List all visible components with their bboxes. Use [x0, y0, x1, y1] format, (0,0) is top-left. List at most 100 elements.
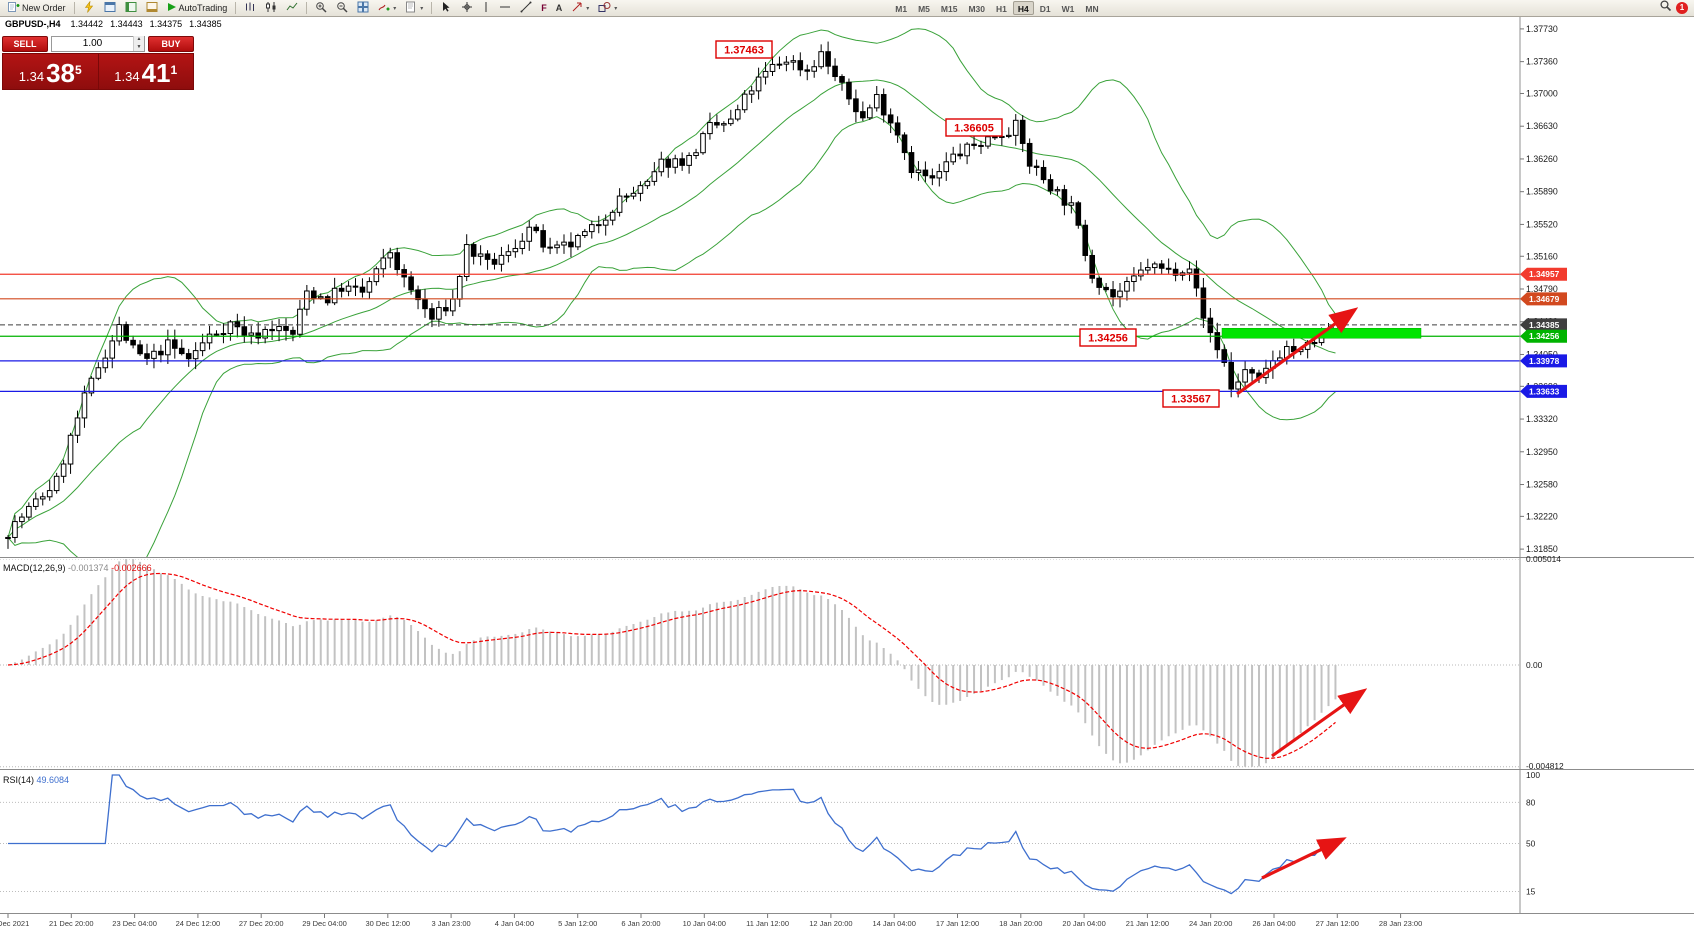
arrow-tool-button[interactable]: ▾ [567, 1, 593, 16]
candle-body [734, 109, 741, 120]
candle-body [158, 350, 164, 356]
candlestick-chart-button[interactable] [261, 1, 281, 16]
candle-body [102, 357, 109, 369]
buy-price-display[interactable]: 1.34 41 1 [97, 54, 194, 89]
rsi-indicator [0, 774, 1520, 895]
crosshair-tool-button[interactable] [457, 1, 477, 16]
price-axis-label: 1.35160 [1526, 251, 1558, 261]
candle-body [644, 180, 651, 187]
lightning-icon [83, 0, 95, 15]
tile-windows-button[interactable] [353, 1, 373, 16]
candle-body [616, 195, 623, 213]
toolbar-separator [235, 2, 237, 14]
fibonacci-tool-button[interactable]: F [537, 1, 551, 16]
candle-body [1033, 165, 1040, 168]
candle-body [220, 333, 227, 336]
line-chart-button[interactable] [282, 1, 302, 16]
price-callout-box[interactable] [1162, 389, 1220, 408]
new-order-button[interactable]: New Order [4, 1, 70, 16]
navigator-button[interactable] [121, 1, 141, 16]
symbol-period-label: GBPUSD-,H4 [5, 19, 61, 29]
candle-body [53, 475, 60, 492]
timeframe-d1[interactable]: D1 [1039, 4, 1051, 14]
time-axis-label: 28 Jan 23:00 [1379, 919, 1422, 928]
candle-body [1200, 287, 1207, 319]
candle-body [88, 377, 95, 394]
candle-body [561, 241, 567, 246]
trend-arrow-main[interactable] [1236, 307, 1359, 396]
candle-body [206, 333, 213, 344]
timeframe-group: M1 M5 M15 M30 H1 H4 D1 W1 MN [890, 1, 1103, 15]
price-axis-label: 1.32580 [1526, 480, 1558, 490]
toolbar-right-group: 1 [1659, 0, 1690, 17]
time-axis-label: 29 Dec 04:00 [302, 919, 347, 928]
search-icon[interactable] [1659, 0, 1672, 17]
toolbar-separator [306, 2, 308, 14]
shapes-tool-button[interactable]: ▾ [594, 1, 621, 16]
bar-chart-button[interactable] [240, 1, 260, 16]
price-label-text: 1.33978 [1529, 356, 1560, 366]
timeframe-h1[interactable]: H1 [996, 4, 1007, 14]
terminal-button[interactable] [142, 1, 162, 16]
candle-body [908, 152, 915, 174]
timeframe-mn[interactable]: MN [1085, 4, 1099, 14]
timeframe-h4[interactable]: H4 [1012, 1, 1034, 15]
new-order-label: New Order [22, 3, 66, 13]
candle-body [783, 61, 790, 65]
price-callout-box[interactable] [1079, 328, 1137, 347]
candle-body [1012, 119, 1019, 136]
vertical-line-icon [482, 1, 490, 15]
volume-value[interactable]: 1.00 [82, 38, 103, 49]
candle-body [867, 107, 873, 119]
candle-body [165, 339, 171, 356]
volume-up-button[interactable]: ▲ [134, 36, 144, 44]
tile-windows-icon [357, 1, 369, 15]
buy-price-prefix: 1.34 [114, 69, 140, 84]
candle-body [443, 307, 449, 312]
sell-button[interactable]: SELL [2, 35, 48, 52]
candle-body [380, 257, 387, 270]
time-axis-label: 24 Dec 12:00 [176, 919, 221, 928]
indicators-button[interactable]: ▾ [374, 1, 400, 16]
notifications-badge[interactable]: 1 [1676, 2, 1688, 14]
volume-down-button[interactable]: ▼ [134, 43, 144, 51]
timeframe-m15[interactable]: M15 [940, 4, 958, 14]
chevron-down-icon: ▾ [586, 5, 590, 12]
candle-body [81, 392, 88, 419]
candlestick-icon [265, 1, 277, 15]
timeframe-w1[interactable]: W1 [1061, 4, 1075, 14]
candle-body [422, 299, 428, 310]
templates-button[interactable]: ▾ [401, 1, 427, 16]
trendline-tool-button[interactable] [516, 1, 536, 16]
cursor-tool-button[interactable] [436, 1, 456, 16]
text-tool-button[interactable]: A [552, 1, 567, 16]
trend-arrow-rsi[interactable] [1261, 837, 1347, 880]
rsi-label: RSI(14) 49.6084 [3, 775, 69, 785]
experts-button[interactable] [79, 0, 99, 16]
timeframe-m1[interactable]: M1 [895, 4, 908, 14]
zoom-out-button[interactable] [332, 1, 352, 16]
price-axis-label: 1.31850 [1526, 544, 1558, 554]
candle-body [658, 158, 665, 173]
candle-body [234, 321, 241, 328]
price-callout-box[interactable] [945, 118, 1003, 137]
timeframe-m5[interactable]: M5 [918, 4, 930, 14]
buy-button[interactable]: BUY [148, 35, 194, 52]
sell-price-display[interactable]: 1.34 38 5 [3, 54, 98, 89]
candle-body [776, 63, 783, 66]
candle-body [1096, 277, 1102, 288]
timeframe-m30[interactable]: M30 [968, 4, 985, 14]
toolbar-separator [73, 2, 75, 14]
autotrading-button[interactable]: AutoTrading [163, 1, 232, 16]
trend-arrow-macd[interactable] [1271, 688, 1368, 758]
market-watch-button[interactable] [100, 1, 120, 16]
volume-field[interactable]: 1.00 ▲ ▼ [51, 35, 145, 52]
low-value: 1.34375 [149, 19, 183, 29]
horizontal-line-tool-button[interactable] [495, 1, 515, 16]
candle-body [568, 241, 574, 248]
vertical-line-tool-button[interactable] [478, 1, 494, 16]
price-callout-box[interactable] [715, 40, 773, 59]
candle-body [1151, 263, 1158, 269]
zoom-in-button[interactable] [311, 1, 331, 16]
